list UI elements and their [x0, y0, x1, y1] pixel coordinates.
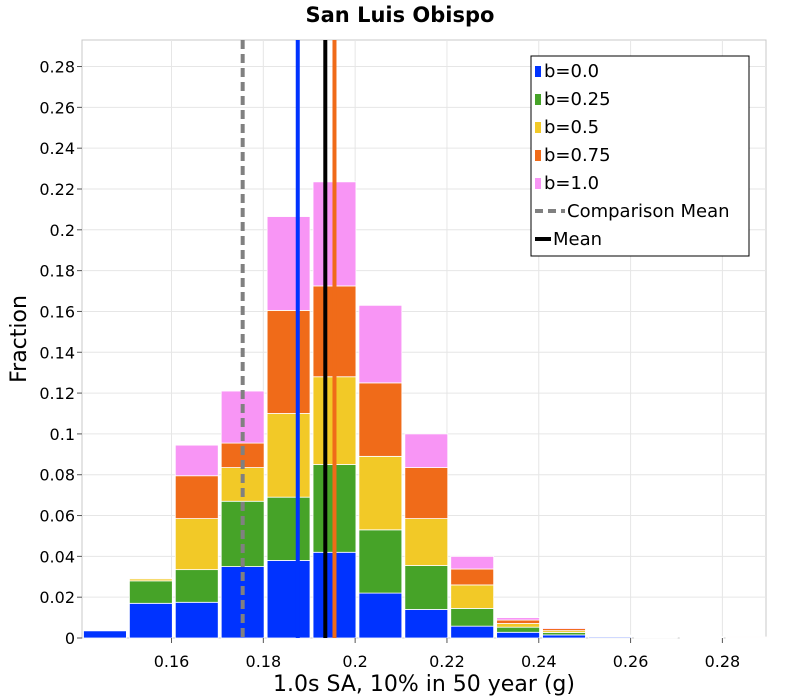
bar-segment [358, 304, 403, 384]
bar-segment [174, 444, 219, 477]
bar-segment [404, 433, 449, 468]
bar-segment [174, 569, 219, 603]
bar-segment [679, 636, 724, 638]
bar-segment [358, 529, 403, 594]
y-tick-label: 0.1 [50, 425, 75, 444]
legend-swatch [535, 150, 541, 161]
legend-label: b=0.0 [544, 61, 599, 82]
bar-segment [496, 631, 540, 639]
mean-lines-group [240, 40, 337, 638]
bar-segment [174, 601, 219, 639]
bar-segment [450, 625, 495, 639]
legend-swatch [535, 94, 541, 105]
bar-segment [83, 630, 127, 639]
legend-box [530, 55, 750, 257]
x-tick-label: 0.22 [429, 652, 465, 671]
y-tick-label: 0.08 [39, 466, 75, 485]
bar-segment [542, 627, 586, 630]
x-axis-label: 1.0s SA, 10% in 50 year (g) [273, 672, 575, 697]
y-tick-label: 0.22 [39, 180, 75, 199]
y-tick-label: 0.24 [39, 139, 75, 158]
y-tick-label: 0.04 [39, 547, 75, 566]
y-tick-label: 0.28 [39, 58, 75, 77]
legend-label: b=0.5 [544, 117, 599, 138]
y-tick-label: 0.02 [39, 588, 75, 607]
bar-segment [404, 565, 449, 610]
x-tick-label: 0.18 [246, 652, 282, 671]
y-axis-label: Fraction [7, 295, 32, 383]
bar-segment [633, 635, 678, 638]
bars-group [83, 181, 770, 639]
y-tick-label: 0 [65, 629, 75, 648]
bar-segment [450, 584, 495, 609]
bar-segment [404, 467, 449, 520]
x-tick-label: 0.28 [705, 652, 741, 671]
y-axis-ticks: 0 0.02 0.04 0.06 0.08 0.1 0.12 0.14 0.16 0.18 0.2 0… [39, 58, 82, 648]
bar-segment [404, 518, 449, 566]
y-tick-label: 0.2 [50, 221, 75, 240]
bar-segment [266, 496, 311, 561]
bar-segment [404, 609, 449, 639]
y-tick-label: 0.12 [39, 384, 75, 403]
legend: b=0.0 b=0.25 b=0.5 b=0.75 b=1.0 Comparison Me… [530, 55, 750, 257]
y-tick-label: 0.14 [39, 343, 75, 362]
legend-label: b=0.75 [544, 145, 611, 166]
x-tick-label: 0.26 [613, 652, 649, 671]
bar-segment [496, 617, 540, 621]
legend-label: b=1.0 [544, 173, 599, 194]
legend-label: b=0.25 [544, 89, 611, 110]
x-tick-label: 0.2 [342, 652, 367, 671]
bar-segment [358, 592, 403, 639]
y-tick-label: 0.06 [39, 507, 75, 526]
bar-segment [129, 580, 173, 604]
y-tick-label: 0.18 [39, 262, 75, 281]
bar-segment [496, 623, 540, 628]
legend-label: Comparison Mean [567, 201, 730, 222]
bar-segment [450, 568, 495, 586]
bar-segment [588, 634, 632, 637]
legend-swatch [535, 66, 541, 77]
x-axis-ticks: 0.16 0.18 0.2 0.22 0.24 0.26 0.28 [154, 638, 740, 671]
chart-title: San Luis Obispo [306, 3, 495, 27]
bar-segment [496, 619, 540, 624]
bar-segment [450, 608, 495, 627]
bar-segment [129, 602, 173, 639]
x-tick-label: 0.16 [154, 652, 190, 671]
bar-segment [496, 626, 540, 633]
bar-segment [450, 555, 495, 570]
bar-segment [174, 475, 219, 520]
y-tick-label: 0.16 [39, 302, 75, 321]
legend-label: Mean [553, 229, 602, 250]
bar-segment [129, 577, 173, 580]
legend-swatch [535, 178, 541, 189]
bar-segment [266, 216, 311, 311]
bar-segment [358, 455, 403, 531]
x-tick-label: 0.24 [521, 652, 557, 671]
bar-segment [174, 518, 219, 571]
bar-segment [266, 310, 311, 414]
y-tick-label: 0.26 [39, 98, 75, 117]
legend-swatch [535, 122, 541, 133]
bar-segment [725, 636, 770, 638]
bar-segment [266, 560, 311, 639]
bar-segment [358, 382, 403, 457]
bar-segment [542, 634, 586, 639]
bar-segment [266, 413, 311, 498]
